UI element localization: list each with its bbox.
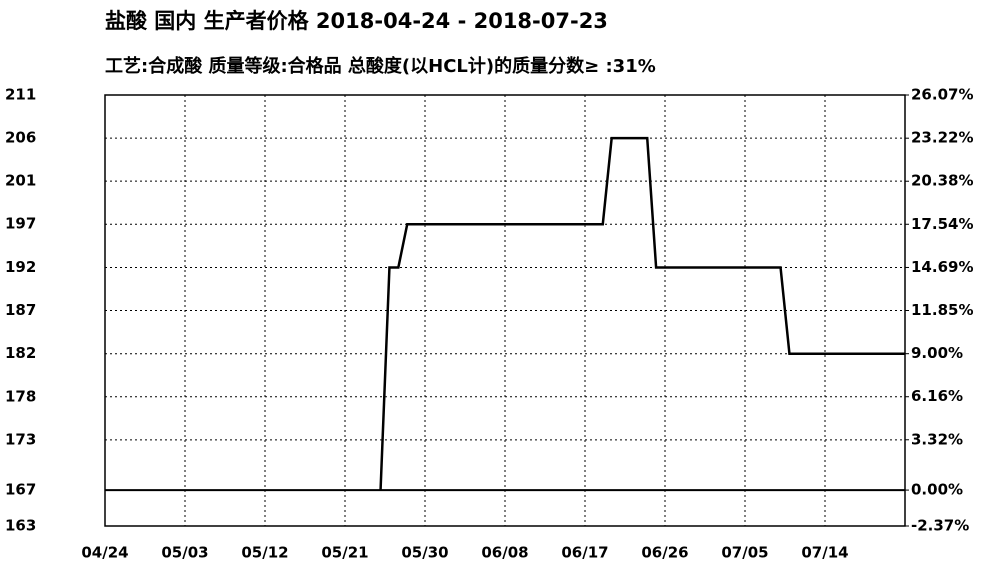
x-tick-label: 05/03 bbox=[161, 544, 208, 562]
y2-tick-label: 6.16% bbox=[911, 387, 963, 405]
y-tick-label: 182 bbox=[5, 344, 36, 362]
y2-tick-label: 3.32% bbox=[911, 430, 963, 448]
y-tick-label: 178 bbox=[5, 387, 36, 405]
y-tick-label: 163 bbox=[5, 517, 36, 535]
x-tick-label: 05/12 bbox=[241, 544, 288, 562]
y-tick-label: 211 bbox=[5, 86, 36, 104]
y-tick-label: 187 bbox=[5, 301, 36, 319]
y-tick-label: 173 bbox=[5, 430, 36, 448]
x-tick-label: 05/30 bbox=[401, 544, 448, 562]
x-tick-label: 05/21 bbox=[321, 544, 368, 562]
plot-frame bbox=[104, 94, 906, 527]
chart-title: 盐酸 国内 生产者价格 2018-04-24 - 2018-07-23 bbox=[105, 9, 608, 33]
price-line bbox=[379, 136, 905, 491]
y2-tick-label: 26.07% bbox=[911, 86, 973, 104]
y-tick-label: 206 bbox=[5, 129, 36, 147]
y2-tick-label: 9.00% bbox=[911, 344, 963, 362]
x-tick-label: 07/14 bbox=[801, 544, 848, 562]
y-tick-label: 192 bbox=[5, 258, 36, 276]
x-tick-label: 04/24 bbox=[81, 544, 128, 562]
x-tick-label: 07/05 bbox=[721, 544, 768, 562]
chart-subtitle: 工艺:合成酸 质量等级:合格品 总酸度(以HCL计)的质量分数≥ :31% bbox=[105, 55, 656, 77]
x-tick-label: 06/26 bbox=[641, 544, 688, 562]
y2-tick-label: 20.38% bbox=[911, 172, 973, 190]
y2-tick-label: -2.37% bbox=[911, 517, 969, 535]
x-tick-label: 06/08 bbox=[481, 544, 528, 562]
y-tick-label: 197 bbox=[5, 215, 36, 233]
y-tick-label: 201 bbox=[5, 172, 36, 190]
y2-tick-label: 23.22% bbox=[911, 129, 973, 147]
y2-tick-label: 11.85% bbox=[911, 301, 973, 319]
x-tick-label: 06/17 bbox=[561, 544, 608, 562]
y2-tick-label: 0.00% bbox=[911, 481, 963, 499]
y-tick-label: 167 bbox=[5, 481, 36, 499]
y2-tick-label: 17.54% bbox=[911, 215, 973, 233]
y2-tick-label: 14.69% bbox=[911, 258, 973, 276]
